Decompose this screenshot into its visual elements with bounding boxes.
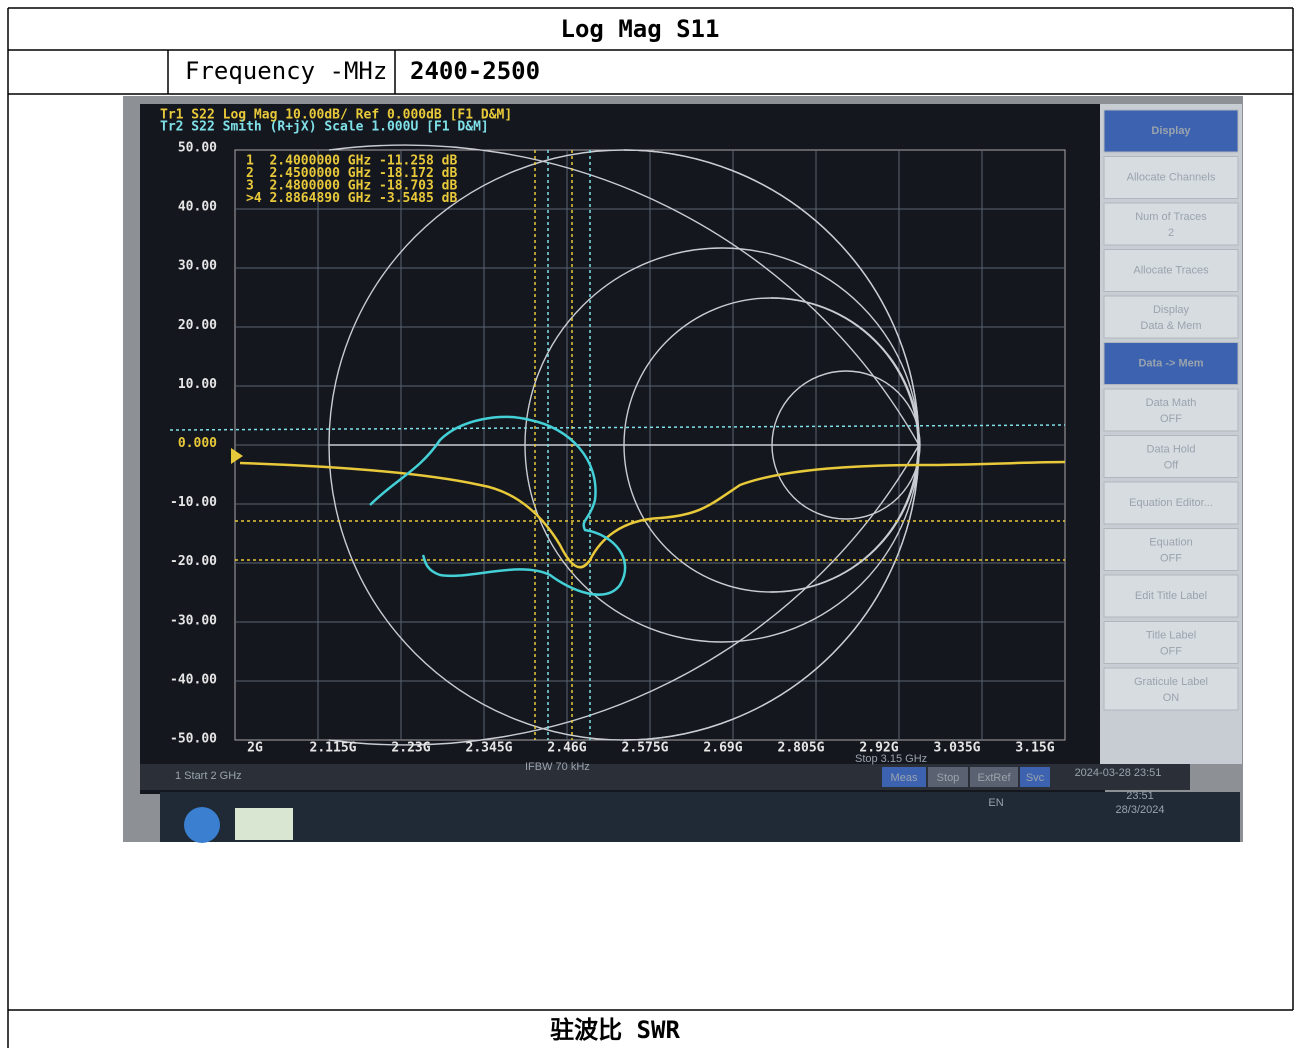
x-axis-label: 2G (247, 741, 263, 756)
softkey-label: Data Math (1146, 397, 1197, 409)
frequency-label: Frequency -MHz (185, 57, 387, 85)
date-time: 2024-03-28 23:51 (1075, 767, 1162, 779)
status-button (882, 767, 926, 787)
softkey-label: Edit Title Label (1135, 590, 1207, 602)
softkey-label: Allocate Channels (1127, 171, 1216, 183)
smith-trace (369, 415, 627, 596)
softkey-label: Data Hold (1147, 443, 1196, 455)
softkey (1103, 667, 1239, 711)
softkey (1103, 528, 1239, 571)
section-title: 驻波比 SWR (550, 1016, 680, 1044)
smith-chart (328, 144, 921, 746)
stop-frequency: Stop 3.15 GHz (855, 753, 927, 765)
y-axis-label: 30.00 (178, 259, 217, 274)
y-axis-label: 0.000 (178, 436, 217, 451)
softkey-label: Equation Editor... (1129, 497, 1213, 509)
taskbar-language: EN (988, 797, 1003, 809)
y-axis-label: 20.00 (178, 318, 217, 333)
marker-readout: 2 2.4500000 GHz -18.172 dB (246, 166, 457, 181)
ifbw: IFBW 70 kHz (525, 761, 590, 773)
softkey-value: OFF (1160, 645, 1182, 657)
status-button-label: Stop (937, 772, 960, 784)
softkey (1103, 388, 1239, 432)
x-axis-label: 3.15G (1015, 741, 1054, 756)
softkey-label: Display (1153, 304, 1190, 316)
taskbar-date: 28/3/2024 (1116, 804, 1165, 816)
softkey (1103, 481, 1239, 525)
screen (140, 104, 1105, 794)
softkey (1103, 295, 1239, 339)
status-button-label: Svc (1026, 772, 1045, 784)
table-borders (7, 7, 1294, 1048)
start-frequency: 1 Start 2 GHz (175, 770, 242, 782)
softkey-label: Allocate Traces (1133, 264, 1209, 276)
y-axis-label: 50.00 (178, 141, 217, 156)
x-axis-label: 2.69G (703, 741, 742, 756)
taskbar-time: 23:51 (1126, 790, 1154, 802)
status-button (970, 767, 1018, 787)
softkey (1103, 574, 1239, 618)
x-axis-label: 2.805G (778, 741, 825, 756)
y-axis-label: 10.00 (178, 377, 217, 392)
y-axis-label: -40.00 (170, 672, 217, 687)
softkey (1103, 342, 1239, 385)
table-title: Log Mag S11 (561, 15, 720, 43)
status-button-label: ExtRef (977, 772, 1011, 784)
marker-lines (169, 150, 1066, 740)
marker-readout: >4 2.8864890 GHz -3.5485 dB (246, 191, 457, 206)
softkey-label: Title Label (1146, 629, 1196, 641)
softkey-value: OFF (1160, 413, 1182, 425)
x-axis-label: 2.46G (547, 741, 586, 756)
softkey-label: Num of Traces (1135, 211, 1207, 223)
softkey (1103, 202, 1239, 246)
y-axis-label: -50.00 (170, 732, 217, 747)
softkey (1103, 156, 1239, 199)
start-button (184, 807, 220, 843)
y-axis-label: 40.00 (178, 200, 217, 215)
x-axis-label: 2.23G (391, 741, 430, 756)
softkey-value: ON (1163, 692, 1180, 704)
status-button-label: Meas (891, 772, 918, 784)
softkey-label: Graticule Label (1134, 676, 1208, 688)
marker-readout: 1 2.4000000 GHz -11.258 dB (246, 154, 457, 169)
analyzer-photo: Tr1 S22 Log Mag 10.00dB/ Ref 0.000dB [F1… (123, 96, 1243, 843)
x-axis-label: 3.035G (934, 741, 981, 756)
y-axis-label: -30.00 (170, 613, 217, 628)
trace-header: Tr2 S22 Smith (R+jX) Scale 1.000U [F1 D&… (160, 120, 489, 135)
trace-header: Tr1 S22 Log Mag 10.00dB/ Ref 0.000dB [F1… (160, 108, 512, 123)
taskbar (160, 792, 1240, 842)
app-icon (235, 808, 293, 840)
softkey-value: Off (1164, 459, 1179, 471)
softkey-value: 2 (1168, 227, 1174, 239)
x-axis-label: 2.575G (622, 741, 669, 756)
softkey-label: Data -> Mem (1138, 357, 1203, 369)
softkey-value: OFF (1160, 552, 1182, 564)
softkey (1103, 435, 1239, 478)
softkey-label: Equation (1149, 536, 1192, 548)
softkey (1103, 109, 1239, 153)
log-mag-trace (239, 460, 1066, 569)
y-axis-label: -10.00 (170, 495, 217, 510)
softkey (1103, 249, 1239, 292)
softkey (1103, 621, 1239, 664)
x-axis-label: 2.115G (310, 741, 357, 756)
x-axis-label: 2.92G (859, 741, 898, 756)
softkey-value: Data & Mem (1140, 320, 1201, 332)
frequency-range: 2400-2500 (410, 57, 540, 85)
marker-readout: 3 2.4800000 GHz -18.703 dB (246, 179, 457, 194)
ref-marker (231, 448, 243, 464)
status-button (928, 767, 968, 787)
x-axis-label: 2.345G (466, 741, 513, 756)
status-button (1020, 767, 1050, 787)
y-axis-label: -20.00 (170, 554, 217, 569)
softkey-label: Display (1151, 125, 1191, 137)
